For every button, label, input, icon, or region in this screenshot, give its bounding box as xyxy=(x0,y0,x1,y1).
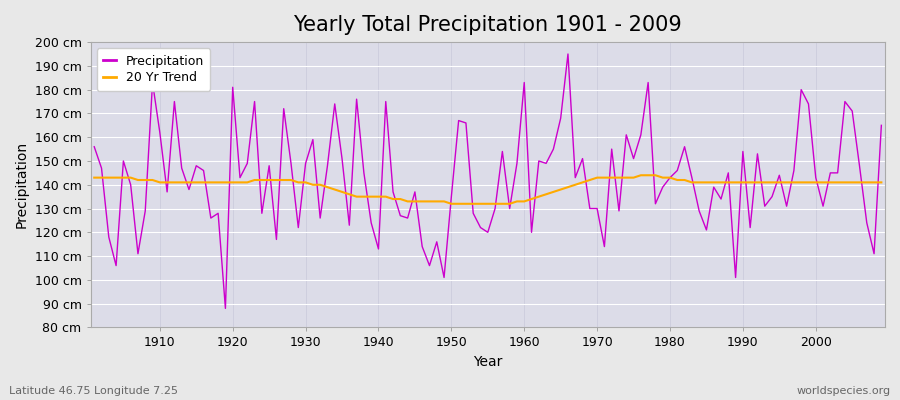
Precipitation xyxy=(315,216,326,220)
20 Yr Trend xyxy=(308,182,319,187)
Precipitation xyxy=(89,144,100,149)
Precipitation xyxy=(562,52,573,56)
Y-axis label: Precipitation: Precipitation xyxy=(15,141,29,228)
20 Yr Trend xyxy=(147,178,158,182)
Text: worldspecies.org: worldspecies.org xyxy=(796,386,891,396)
20 Yr Trend xyxy=(876,180,886,185)
Precipitation xyxy=(876,123,886,128)
20 Yr Trend xyxy=(635,173,646,178)
Text: Latitude 46.75 Longitude 7.25: Latitude 46.75 Longitude 7.25 xyxy=(9,386,178,396)
Precipitation xyxy=(358,170,369,175)
Precipitation xyxy=(526,230,537,235)
Precipitation xyxy=(220,306,230,311)
Precipitation xyxy=(147,80,158,85)
Precipitation xyxy=(621,132,632,137)
Title: Yearly Total Precipitation 1901 - 2009: Yearly Total Precipitation 1901 - 2009 xyxy=(293,15,682,35)
Line: 20 Yr Trend: 20 Yr Trend xyxy=(94,175,881,204)
20 Yr Trend xyxy=(89,175,100,180)
Line: Precipitation: Precipitation xyxy=(94,54,881,308)
Legend: Precipitation, 20 Yr Trend: Precipitation, 20 Yr Trend xyxy=(97,48,210,91)
X-axis label: Year: Year xyxy=(473,355,502,369)
20 Yr Trend xyxy=(351,194,362,199)
20 Yr Trend xyxy=(518,199,529,204)
Precipitation xyxy=(518,80,529,85)
20 Yr Trend xyxy=(526,197,537,202)
20 Yr Trend xyxy=(614,175,625,180)
20 Yr Trend xyxy=(446,201,457,206)
